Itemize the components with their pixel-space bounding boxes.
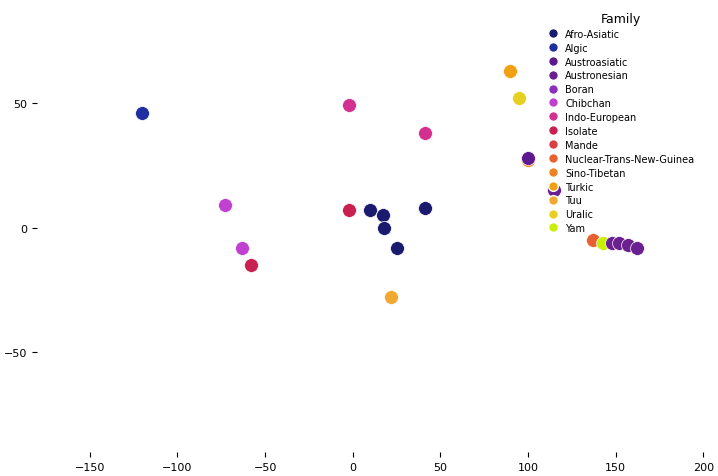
Point: [377, 212, 388, 219]
Point: [505, 68, 516, 75]
Point: [219, 202, 230, 209]
Point: [631, 244, 643, 252]
Point: [522, 157, 533, 165]
Point: [419, 130, 430, 138]
Point: [136, 110, 148, 118]
Point: [246, 262, 257, 269]
Point: [236, 244, 248, 252]
Point: [623, 242, 634, 249]
Point: [613, 239, 625, 247]
Point: [378, 224, 390, 232]
Point: [513, 95, 525, 102]
Point: [343, 207, 355, 215]
Point: [386, 294, 397, 302]
Point: [607, 239, 618, 247]
Point: [419, 204, 430, 212]
Point: [597, 239, 609, 247]
Point: [522, 155, 533, 162]
Point: [365, 207, 376, 215]
Point: [549, 187, 560, 195]
Legend: Afro-Asiatic, Algic, Austroasiatic, Austronesian, Boran, Chibchan, Indo-European: Afro-Asiatic, Algic, Austroasiatic, Aust…: [544, 9, 699, 238]
Point: [587, 237, 599, 244]
Point: [391, 244, 402, 252]
Point: [343, 102, 355, 110]
